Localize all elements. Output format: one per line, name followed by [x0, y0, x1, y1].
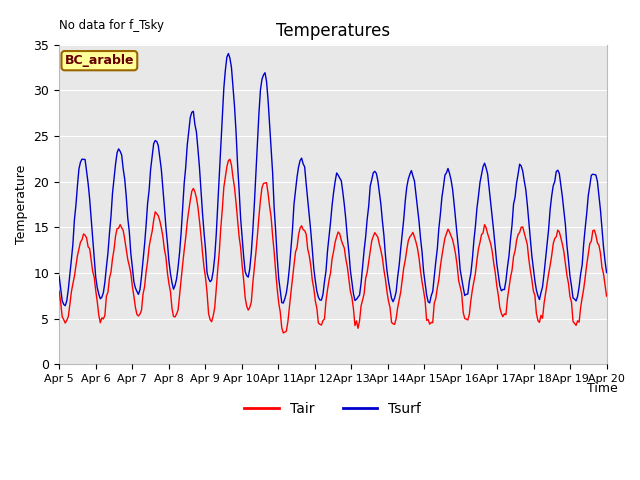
Text: BC_arable: BC_arable	[65, 54, 134, 67]
Text: No data for f_Tsky: No data for f_Tsky	[59, 19, 164, 32]
Title: Temperatures: Temperatures	[276, 22, 390, 40]
Y-axis label: Temperature: Temperature	[15, 165, 28, 244]
Legend: Tair, Tsurf: Tair, Tsurf	[239, 396, 427, 421]
X-axis label: Time: Time	[587, 382, 618, 395]
